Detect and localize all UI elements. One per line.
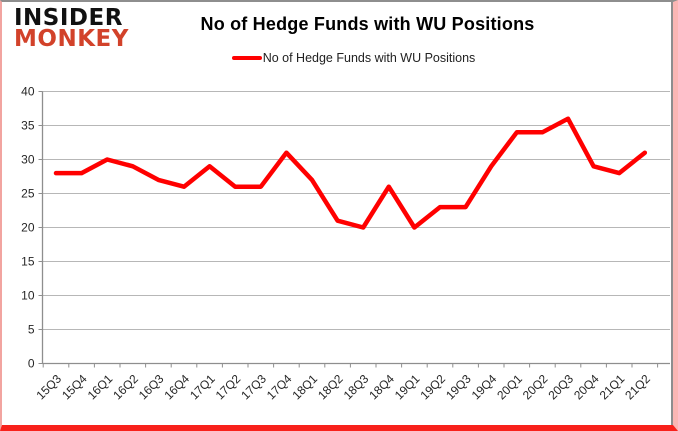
svg-text:17Q2: 17Q2 <box>213 371 244 402</box>
svg-text:15Q3: 15Q3 <box>33 371 64 402</box>
svg-text:20Q2: 20Q2 <box>520 371 551 402</box>
svg-text:10: 10 <box>21 289 35 303</box>
svg-text:19Q1: 19Q1 <box>392 371 423 402</box>
insider-monkey-logo: INSIDER MONKEY <box>14 5 129 53</box>
svg-text:15: 15 <box>21 255 35 269</box>
svg-text:16Q1: 16Q1 <box>85 371 116 402</box>
svg-text:19Q2: 19Q2 <box>417 371 448 402</box>
svg-text:18Q2: 18Q2 <box>315 371 346 402</box>
svg-text:21Q2: 21Q2 <box>622 371 653 402</box>
svg-text:16Q4: 16Q4 <box>161 371 192 402</box>
svg-text:5: 5 <box>28 323 35 337</box>
logo-text-monkey: MONKEY <box>14 26 129 53</box>
svg-text:16Q2: 16Q2 <box>110 371 141 402</box>
svg-text:18Q1: 18Q1 <box>289 371 320 402</box>
svg-text:18Q3: 18Q3 <box>341 371 372 402</box>
svg-text:16Q3: 16Q3 <box>136 371 167 402</box>
svg-text:20: 20 <box>21 221 35 235</box>
line-chart: 0 5 10 15 20 25 30 35 40 15Q315Q416Q116Q216Q316Q4… <box>21 85 670 402</box>
svg-text:20Q1: 20Q1 <box>494 371 525 402</box>
svg-text:19Q3: 19Q3 <box>443 371 474 402</box>
chart-title: No of Hedge Funds with WU Positions <box>200 14 535 34</box>
logo-text-insider: INSIDER <box>14 5 123 31</box>
series-line <box>53 116 648 230</box>
svg-text:18Q4: 18Q4 <box>366 371 397 402</box>
legend: No of Hedge Funds with WU Positions <box>231 51 476 65</box>
legend-line-marker <box>231 56 262 60</box>
legend-label: No of Hedge Funds with WU Positions <box>262 51 476 65</box>
svg-text:17Q1: 17Q1 <box>187 371 218 402</box>
svg-text:20Q3: 20Q3 <box>545 371 576 402</box>
svg-text:15Q4: 15Q4 <box>59 371 90 402</box>
svg-text:17Q3: 17Q3 <box>238 371 269 402</box>
svg-text:25: 25 <box>21 187 35 201</box>
svg-text:21Q1: 21Q1 <box>597 371 628 402</box>
svg-text:40: 40 <box>21 85 35 99</box>
svg-text:0: 0 <box>28 357 35 371</box>
svg-text:30: 30 <box>21 153 35 167</box>
svg-text:19Q4: 19Q4 <box>469 371 500 402</box>
title-block: No of Hedge Funds with WU Positions No o… <box>72 14 663 65</box>
svg-text:17Q4: 17Q4 <box>264 371 295 402</box>
svg-text:35: 35 <box>21 119 35 133</box>
svg-text:20Q4: 20Q4 <box>571 371 602 402</box>
